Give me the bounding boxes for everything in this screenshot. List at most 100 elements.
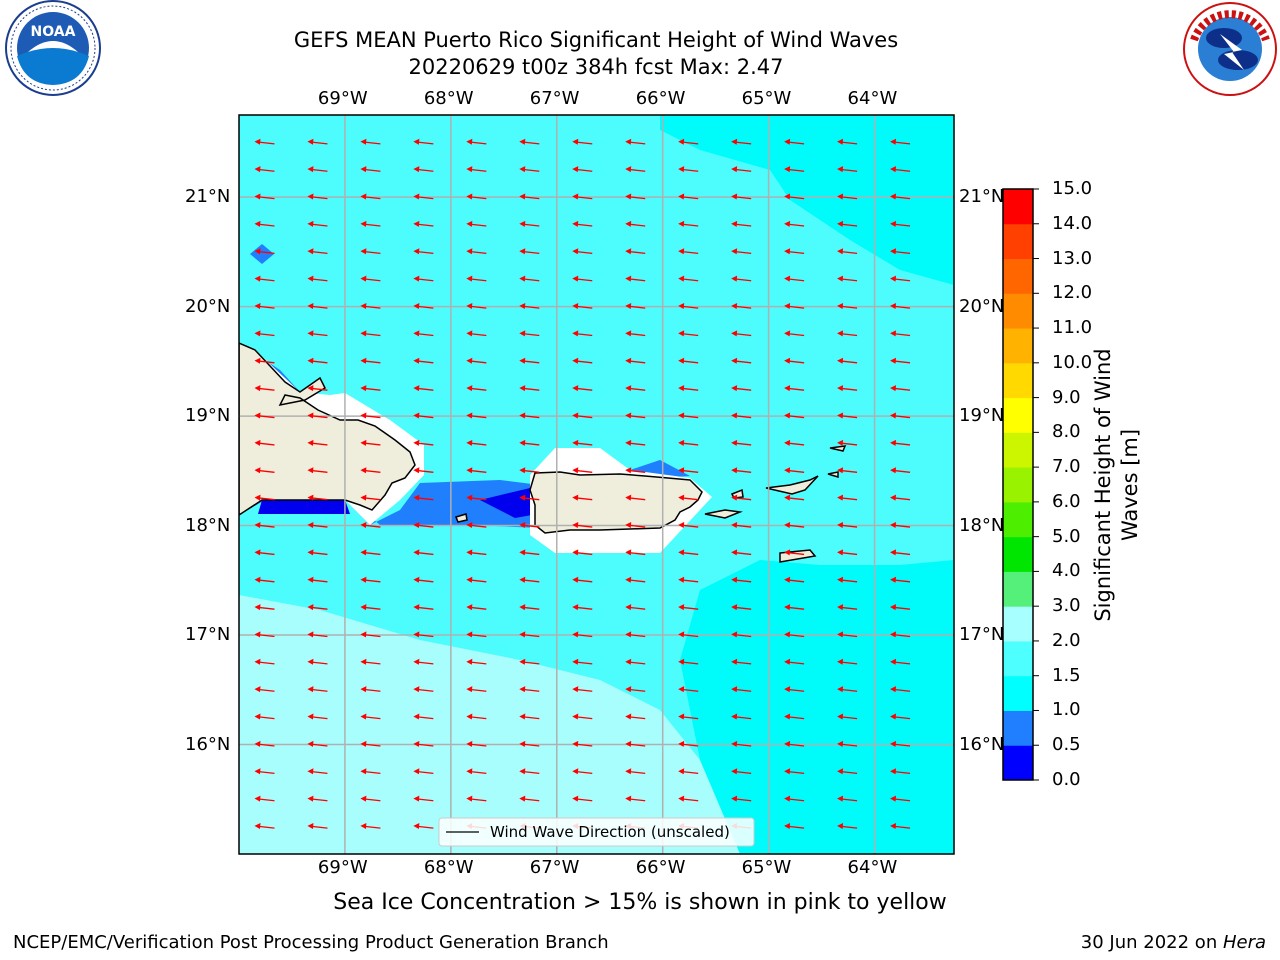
axis-tick-label: 65°W bbox=[741, 88, 792, 109]
wave-arrow bbox=[837, 220, 858, 227]
colorbar-tick-label: 6.0 bbox=[1052, 490, 1081, 512]
low-wave-band bbox=[660, 115, 954, 285]
colorbar-title-line2: Waves [m] bbox=[1118, 428, 1142, 542]
colorbar-segment bbox=[1003, 189, 1033, 225]
colorbar-segment bbox=[1003, 606, 1033, 642]
wave-arrow bbox=[784, 385, 805, 392]
wave-arrow bbox=[572, 631, 593, 638]
wave-arrow bbox=[307, 138, 328, 145]
wave-arrow bbox=[784, 576, 805, 583]
wave-arrow bbox=[307, 248, 328, 255]
wave-arrow bbox=[307, 631, 328, 638]
wave-arrow bbox=[466, 439, 487, 446]
wave-arrow bbox=[466, 275, 487, 282]
wave-arrow bbox=[307, 658, 328, 665]
wave-arrow bbox=[572, 494, 593, 501]
wave-arrow bbox=[254, 631, 275, 638]
wave-arrow bbox=[731, 193, 752, 200]
colorbar-tick-label: 0.5 bbox=[1052, 734, 1081, 756]
vieques-island bbox=[704, 509, 743, 519]
axis-tick-label: 21°N bbox=[959, 186, 1005, 208]
wave-arrow bbox=[678, 220, 699, 227]
wave-arrow bbox=[572, 302, 593, 309]
wave-arrow bbox=[360, 302, 381, 309]
wave-arrow bbox=[519, 412, 540, 419]
wave-arrow bbox=[731, 521, 752, 528]
wave-arrow bbox=[360, 193, 381, 200]
wave-arrow bbox=[413, 795, 434, 802]
wave-arrow bbox=[519, 385, 540, 392]
colorbar-tick-label: 11.0 bbox=[1052, 317, 1093, 339]
wave-arrow bbox=[254, 275, 275, 282]
noaa-logo: NOAA bbox=[5, 0, 101, 96]
wave-arrow bbox=[837, 823, 858, 830]
wave-arrow bbox=[837, 193, 858, 200]
wave-arrow bbox=[678, 412, 699, 419]
wave-arrow bbox=[784, 521, 805, 528]
wave-arrow bbox=[625, 302, 646, 309]
colorbar-tick-label: 10.0 bbox=[1052, 351, 1093, 373]
wave-arrow bbox=[731, 275, 752, 282]
wave-arrow bbox=[307, 494, 328, 501]
wave-arrow bbox=[625, 521, 646, 528]
wave-arrow bbox=[360, 521, 381, 528]
wave-arrow bbox=[254, 193, 275, 200]
wave-arrow bbox=[307, 521, 328, 528]
wave-arrow bbox=[731, 713, 752, 720]
wave-arrow bbox=[413, 193, 434, 200]
colorbar-title-line1: Significant Height of Wind bbox=[1091, 348, 1115, 622]
wave-arrow bbox=[572, 795, 593, 802]
axis-tick-label: 16°N bbox=[185, 733, 231, 755]
wave-arrow bbox=[890, 302, 911, 309]
wave-arrow bbox=[466, 658, 487, 665]
wave-arrow bbox=[625, 740, 646, 747]
colorbar-segment bbox=[1003, 640, 1033, 677]
sea-ice-note: Sea Ice Concentration > 15% is shown in … bbox=[333, 890, 947, 915]
wave-arrow bbox=[519, 795, 540, 802]
wave-arrow bbox=[837, 275, 858, 282]
wave-arrow bbox=[572, 248, 593, 255]
legend-label: Wind Wave Direction (unscaled) bbox=[490, 823, 730, 841]
axis-tick-label: 20°N bbox=[185, 295, 231, 317]
colorbar-tick-label: 0.0 bbox=[1052, 769, 1081, 790]
wave-arrow bbox=[731, 740, 752, 747]
wave-arrow bbox=[731, 549, 752, 556]
wave-arrow bbox=[837, 686, 858, 693]
wave-arrow bbox=[731, 658, 752, 665]
wave-arrow bbox=[784, 357, 805, 364]
wave-arrow bbox=[678, 330, 699, 337]
wave-arrow bbox=[678, 193, 699, 200]
wave-arrow bbox=[307, 275, 328, 282]
wave-arrow bbox=[678, 549, 699, 556]
wave-arrow bbox=[466, 193, 487, 200]
virgin-islands bbox=[765, 475, 819, 495]
wave-arrow bbox=[307, 604, 328, 611]
wave-arrow bbox=[837, 467, 858, 474]
wave-arrow bbox=[307, 166, 328, 173]
wave-arrow bbox=[731, 631, 752, 638]
wave-arrow bbox=[784, 631, 805, 638]
wave-arrow bbox=[519, 604, 540, 611]
wave-arrow bbox=[413, 521, 434, 528]
wave-arrow bbox=[254, 549, 275, 556]
wave-arrow bbox=[254, 686, 275, 693]
wave-arrow bbox=[625, 138, 646, 145]
wave-arrow bbox=[837, 166, 858, 173]
wave-arrow bbox=[731, 467, 752, 474]
wave-arrow bbox=[837, 138, 858, 145]
wave-arrow bbox=[466, 248, 487, 255]
wave-arrow bbox=[625, 385, 646, 392]
wave-arrow bbox=[413, 439, 434, 446]
wave-arrow bbox=[466, 740, 487, 747]
wave-arrow bbox=[678, 275, 699, 282]
colorbar-segment bbox=[1003, 397, 1033, 433]
wave-arrow bbox=[678, 658, 699, 665]
wave-arrow bbox=[413, 823, 434, 830]
wave-arrow bbox=[572, 275, 593, 282]
nws-logo bbox=[1183, 2, 1277, 96]
wave-arrow bbox=[678, 604, 699, 611]
axis-tick-label: 19°N bbox=[185, 405, 231, 427]
wave-arrow bbox=[678, 768, 699, 775]
wave-arrow bbox=[572, 412, 593, 419]
